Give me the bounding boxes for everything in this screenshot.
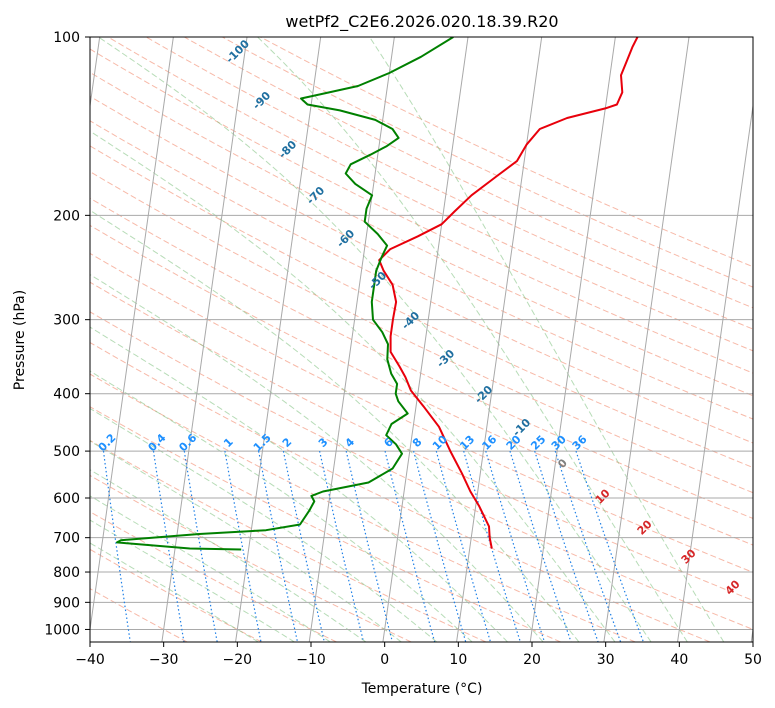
profile-lines — [116, 37, 639, 551]
isotherm-line — [382, 37, 469, 642]
mixing-ratio-line — [384, 450, 436, 642]
isotherm-line — [603, 37, 690, 642]
moist-adiabat-line — [90, 326, 508, 642]
plot-frame — [89, 36, 754, 643]
dry-adiabat-line — [260, 37, 753, 268]
isotherm-line — [456, 37, 543, 642]
dry-adiabat-line — [184, 37, 753, 309]
dry-adiabat-line — [90, 511, 337, 642]
x-tick-label: −30 — [149, 652, 179, 668]
mixing-ratio-line — [345, 450, 393, 642]
dry-adiabat-line — [90, 311, 753, 630]
dry-adiabat-line — [90, 71, 753, 397]
dry-adiabat-line — [90, 224, 753, 546]
x-tick-label: 40 — [670, 652, 688, 668]
isotherm-line — [308, 37, 395, 642]
mixing-ratio-line — [258, 450, 299, 642]
x-tick-label: 0 — [380, 652, 389, 668]
dry-adiabat-line — [90, 474, 412, 642]
background-lines — [90, 37, 753, 642]
isotherm-line — [677, 102, 753, 642]
dry-adiabat-line — [90, 373, 636, 642]
axes: −40 −30 −20 −10 0 10 20 30 40 50 100 200 300 400 500 60… — [44, 30, 762, 668]
x-tick-label: 10 — [449, 652, 467, 668]
x-axis-label: Temperature (°C) — [361, 681, 483, 697]
isotherm-line — [529, 37, 616, 642]
mixing-ratio-line — [509, 450, 572, 642]
dewpoint-profile-line — [116, 37, 454, 551]
isotherm-line — [161, 37, 248, 642]
x-tick-label: 50 — [744, 652, 762, 668]
moist-adiabat-line — [90, 440, 402, 642]
moist-adiabat-line — [90, 273, 544, 642]
mixing-ratio-line — [575, 450, 644, 642]
dry-adiabat-line — [90, 341, 711, 642]
y-tick-label: 200 — [53, 208, 80, 224]
moist-adiabat-line — [257, 37, 688, 642]
y-tick-label: 600 — [53, 491, 80, 507]
x-tick-label: −10 — [296, 652, 326, 668]
mixing-ratio-line — [319, 450, 365, 642]
moist-adiabat-line — [98, 37, 652, 642]
mixing-ratio-line — [534, 450, 599, 642]
moist-adiabat-line — [90, 469, 367, 642]
dry-adiabat-line — [90, 95, 753, 420]
dry-adiabat-line — [90, 145, 753, 469]
moist-adiabat-line — [90, 542, 259, 642]
mixing-ratio-line — [413, 450, 467, 642]
temperature-profile-line — [378, 37, 639, 549]
moist-adiabat-line — [369, 37, 725, 642]
dry-adiabat-line — [107, 37, 753, 352]
x-tick-label: 20 — [523, 652, 541, 668]
x-tick-label: −40 — [75, 652, 105, 668]
mixing-ratio-line — [485, 450, 546, 642]
x-tick-label: −20 — [223, 652, 253, 668]
mixing-ratio-line — [224, 450, 262, 642]
dry-adiabat-line — [90, 48, 753, 374]
mixing-ratio-line — [102, 451, 131, 642]
chart-title: wetPf2_C2E6.2026.020.18.39.R20 — [285, 12, 558, 32]
mixing-ratio-line — [463, 450, 521, 642]
y-tick-label: 1000 — [44, 622, 80, 638]
y-tick-label: 800 — [53, 565, 80, 581]
moist-adiabat-line — [90, 370, 473, 642]
isotherm-line — [235, 37, 322, 642]
y-tick-label: 400 — [53, 387, 80, 403]
dry-adiabat-line — [90, 281, 753, 601]
dry-adiabat-line — [90, 120, 753, 444]
y-tick-label: 300 — [53, 313, 80, 329]
mixing-ratio-line — [554, 450, 622, 642]
mixing-ratio-line — [282, 450, 325, 642]
y-tick-label: 100 — [53, 30, 80, 46]
mixing-ratio-line — [183, 451, 218, 642]
dry-adiabat-line — [145, 37, 753, 330]
y-tick-label: 500 — [53, 444, 80, 460]
y-tick-label: 700 — [53, 531, 80, 547]
moist-adiabat-line — [90, 130, 616, 642]
moist-adiabat-line — [90, 407, 438, 642]
mixing-ratio-line — [435, 450, 492, 642]
moist-adiabat-line — [90, 209, 580, 642]
dry-adiabat-line — [90, 171, 753, 494]
x-tick-label: 30 — [597, 652, 615, 668]
isotherm-line — [90, 37, 174, 634]
y-tick-label: 900 — [53, 595, 80, 611]
y-axis-label: Pressure (hPa) — [12, 290, 28, 390]
